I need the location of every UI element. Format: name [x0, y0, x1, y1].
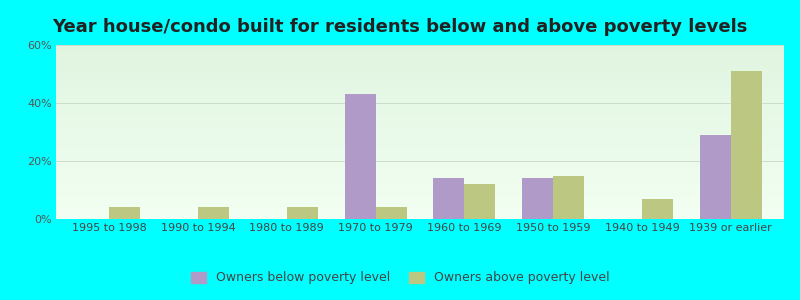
Bar [553, 176, 584, 219]
Bar [730, 71, 762, 219]
Bar [700, 135, 730, 219]
Legend: Owners below poverty level, Owners above poverty level: Owners below poverty level, Owners above… [185, 265, 615, 291]
Bar [642, 199, 673, 219]
Bar [345, 94, 376, 219]
Bar [110, 207, 140, 219]
Bar [287, 207, 318, 219]
Text: Year house/condo built for residents below and above poverty levels: Year house/condo built for residents bel… [52, 18, 748, 36]
Bar [434, 178, 464, 219]
Bar [464, 184, 495, 219]
Bar [198, 207, 229, 219]
Bar [522, 178, 553, 219]
Bar [376, 207, 406, 219]
